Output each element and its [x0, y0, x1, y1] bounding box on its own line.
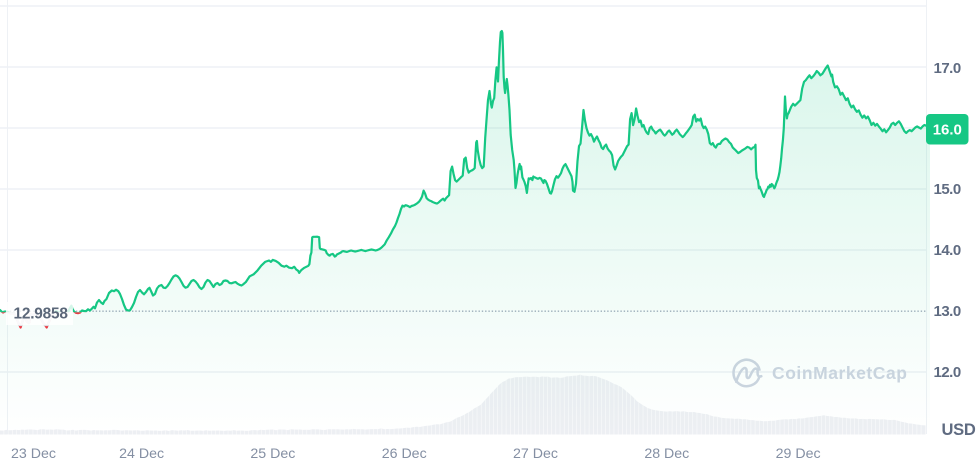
- svg-text:23 Dec: 23 Dec: [11, 446, 56, 462]
- svg-text:28 Dec: 28 Dec: [644, 446, 689, 462]
- svg-text:25 Dec: 25 Dec: [250, 446, 295, 462]
- svg-text:12.9858: 12.9858: [14, 306, 69, 323]
- svg-text:USD: USD: [942, 421, 976, 439]
- svg-text:13.0: 13.0: [934, 303, 961, 320]
- svg-text:12.0: 12.0: [934, 364, 961, 381]
- svg-text:16.0: 16.0: [933, 121, 962, 138]
- svg-text:15.0: 15.0: [934, 181, 961, 198]
- svg-text:26 Dec: 26 Dec: [382, 446, 427, 462]
- svg-text:14.0: 14.0: [934, 242, 961, 259]
- svg-text:27 Dec: 27 Dec: [513, 446, 558, 462]
- svg-text:17.0: 17.0: [934, 60, 961, 77]
- svg-text:29 Dec: 29 Dec: [776, 446, 821, 462]
- svg-text:24 Dec: 24 Dec: [119, 446, 164, 462]
